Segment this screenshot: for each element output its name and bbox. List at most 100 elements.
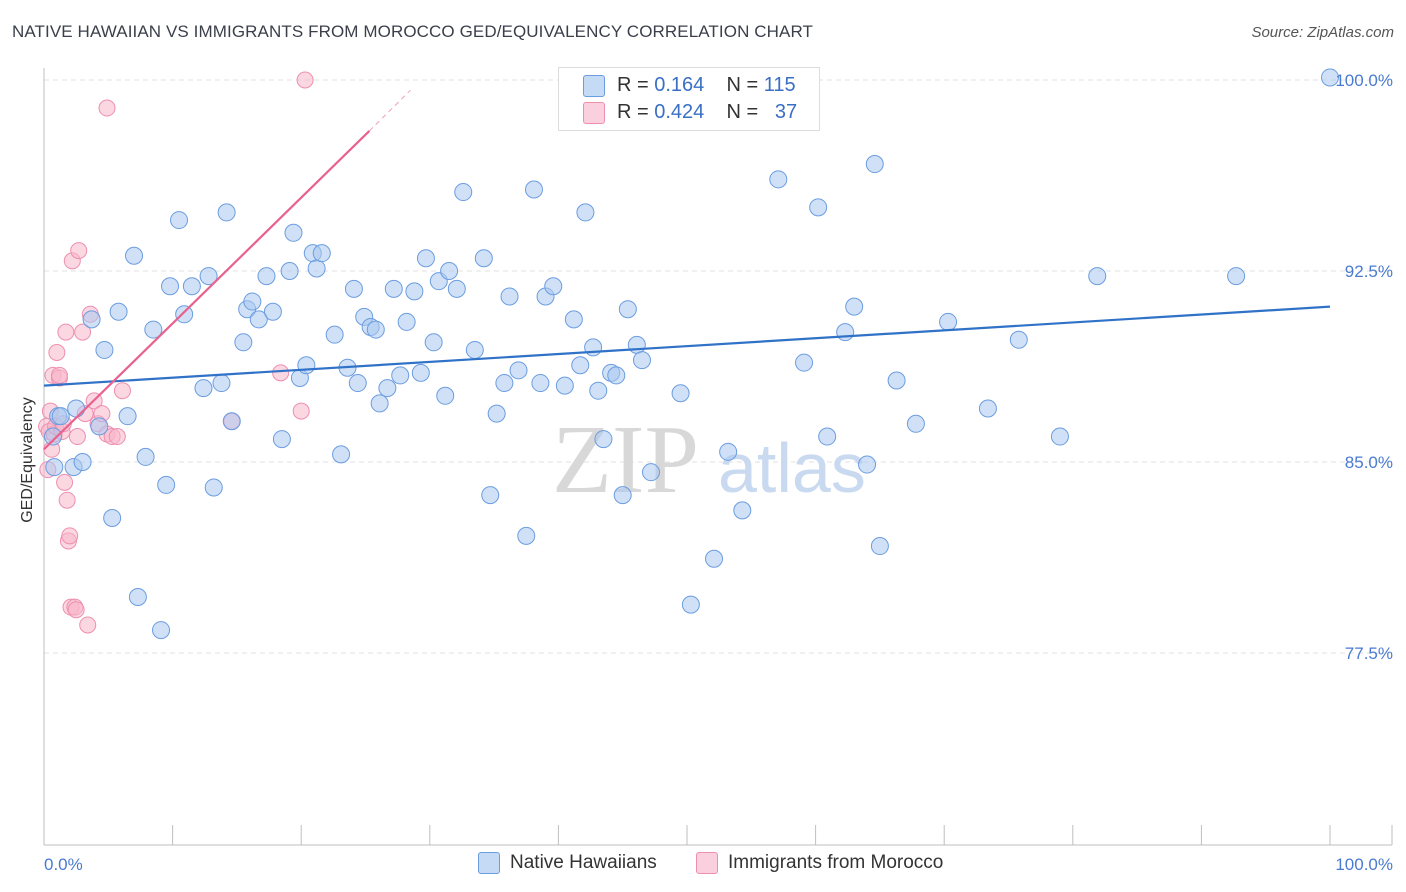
data-point-hawaiian bbox=[836, 323, 855, 342]
legend-swatch-morocco bbox=[583, 101, 605, 124]
trend-line-morocco-extension bbox=[369, 89, 411, 132]
data-point-hawaiian bbox=[157, 475, 176, 494]
data-point-hawaiian bbox=[447, 279, 466, 298]
data-point-hawaiian bbox=[67, 399, 86, 418]
data-point-hawaiian bbox=[370, 394, 389, 413]
data-point-hawaiian bbox=[795, 353, 814, 372]
data-point-hawaiian bbox=[627, 335, 646, 354]
stats-row-morocco: R = 0.424 N = 37 bbox=[583, 101, 797, 127]
legend-label-hawaiian: Native Hawaiians bbox=[510, 852, 657, 874]
legend-swatch-hawaiian bbox=[583, 74, 605, 97]
n-label: N = bbox=[726, 101, 759, 123]
watermark-atlas: atlas bbox=[718, 429, 866, 507]
data-point-hawaiian bbox=[481, 486, 500, 505]
data-point-hawaiian bbox=[325, 325, 344, 344]
data-point-hawaiian bbox=[194, 379, 213, 398]
data-point-hawaiian bbox=[1227, 267, 1246, 286]
n-label: N = bbox=[726, 74, 759, 96]
data-point-hawaiian bbox=[257, 267, 276, 286]
data-point-hawaiian bbox=[234, 333, 253, 352]
r-value-hawaiian: 0.164 bbox=[654, 74, 705, 96]
data-point-hawaiian bbox=[436, 386, 455, 405]
data-point-hawaiian bbox=[199, 267, 218, 286]
data-point-morocco bbox=[108, 428, 126, 446]
data-point-hawaiian bbox=[405, 282, 424, 301]
data-point-hawaiian bbox=[297, 356, 316, 375]
y-tick-label: 77.5% bbox=[1345, 644, 1393, 663]
data-point-hawaiian bbox=[1050, 427, 1069, 446]
data-point-hawaiian bbox=[284, 223, 303, 242]
data-point-morocco bbox=[292, 402, 310, 420]
data-point-morocco bbox=[67, 601, 85, 619]
data-point-hawaiian bbox=[607, 366, 626, 385]
data-point-hawaiian bbox=[509, 361, 528, 380]
data-point-hawaiian bbox=[809, 198, 828, 217]
data-point-hawaiian bbox=[705, 549, 724, 568]
data-point-hawaiian bbox=[465, 340, 484, 359]
data-point-hawaiian bbox=[170, 211, 189, 230]
data-point-hawaiian bbox=[125, 246, 144, 265]
data-point-hawaiian bbox=[564, 310, 583, 329]
trend-line-morocco bbox=[43, 130, 371, 451]
data-point-hawaiian bbox=[500, 287, 519, 306]
r-label: R = bbox=[617, 101, 649, 123]
data-point-hawaiian bbox=[1321, 68, 1339, 87]
data-point-hawaiian bbox=[217, 203, 236, 222]
data-point-hawaiian bbox=[571, 356, 590, 375]
data-point-hawaiian bbox=[416, 249, 435, 268]
y-tick-label: 100.0% bbox=[1335, 71, 1393, 90]
data-point-hawaiian bbox=[870, 537, 889, 556]
data-point-hawaiian bbox=[818, 427, 837, 446]
data-point-morocco bbox=[296, 71, 314, 89]
chart-title: NATIVE HAWAIIAN VS IMMIGRANTS FROM MOROC… bbox=[12, 22, 814, 41]
y-tick-label: 85.0% bbox=[1345, 453, 1393, 472]
data-point-morocco bbox=[113, 382, 131, 400]
data-point-hawaiian bbox=[589, 381, 608, 400]
data-point-hawaiian bbox=[128, 587, 147, 606]
legend-item-hawaiian[interactable]: Native Hawaiians bbox=[478, 852, 657, 874]
data-point-hawaiian bbox=[474, 249, 493, 268]
data-point-hawaiian bbox=[103, 509, 122, 528]
data-point-hawaiian bbox=[594, 430, 613, 449]
data-point-hawaiian bbox=[212, 374, 231, 393]
data-point-hawaiian bbox=[641, 463, 660, 482]
data-point-hawaiian bbox=[411, 363, 430, 382]
data-point-hawaiian bbox=[845, 297, 864, 316]
stats-legend: R = 0.164 N = 115 R = 0.424 N = 37 bbox=[558, 67, 820, 131]
data-point-hawaiian bbox=[263, 302, 282, 321]
data-point-hawaiian bbox=[424, 333, 443, 352]
data-point-hawaiian bbox=[348, 374, 367, 393]
data-point-hawaiian bbox=[397, 312, 416, 331]
data-point-hawaiian bbox=[182, 277, 201, 296]
y-axis-label: GED/Equivalency bbox=[19, 397, 36, 523]
data-point-hawaiian bbox=[272, 430, 291, 449]
data-point-hawaiian bbox=[307, 259, 326, 278]
data-point-morocco bbox=[70, 242, 88, 260]
axes bbox=[43, 68, 1393, 846]
data-point-hawaiian bbox=[454, 183, 473, 202]
data-point-hawaiian bbox=[249, 310, 268, 329]
data-point-hawaiian bbox=[906, 414, 925, 433]
data-point-hawaiian bbox=[495, 374, 514, 393]
grid-lines bbox=[44, 79, 1392, 654]
data-point-morocco bbox=[50, 366, 68, 384]
legend-item-morocco[interactable]: Immigrants from Morocco bbox=[696, 852, 943, 874]
y-tick-label: 92.5% bbox=[1345, 262, 1393, 281]
data-point-hawaiian bbox=[95, 340, 114, 359]
watermark: ZIP atlas bbox=[552, 406, 866, 514]
data-point-morocco bbox=[61, 527, 79, 545]
x-tick-label: 0.0% bbox=[44, 855, 83, 874]
data-point-morocco bbox=[57, 323, 75, 341]
data-point-hawaiian bbox=[161, 277, 180, 296]
data-point-hawaiian bbox=[576, 203, 595, 222]
n-value-hawaiian: 115 bbox=[763, 74, 796, 96]
data-point-hawaiian bbox=[391, 366, 410, 385]
data-point-hawaiian bbox=[531, 374, 550, 393]
data-point-hawaiian bbox=[175, 305, 194, 324]
data-point-morocco bbox=[79, 616, 97, 634]
data-point-hawaiian bbox=[152, 621, 171, 640]
data-point-hawaiian bbox=[280, 261, 299, 280]
data-point-hawaiian bbox=[978, 399, 997, 418]
data-point-hawaiian bbox=[45, 458, 64, 477]
data-point-hawaiian bbox=[858, 455, 877, 474]
